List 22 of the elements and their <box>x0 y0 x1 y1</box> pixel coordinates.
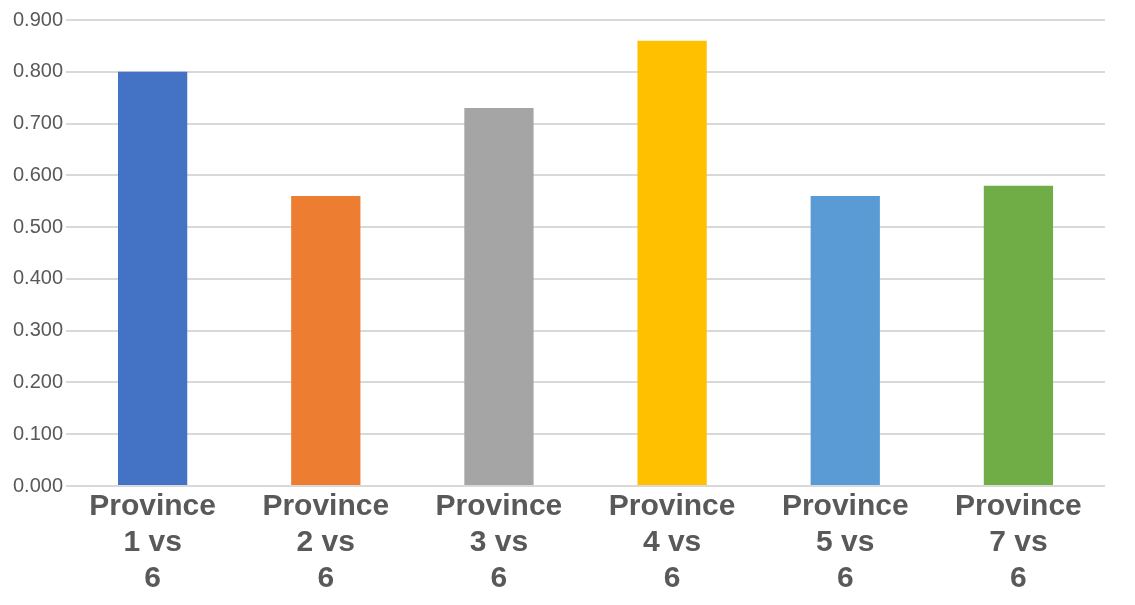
bar <box>464 108 534 485</box>
x-tick-label: Province 1 vs 6 <box>89 488 216 594</box>
bar <box>118 71 188 485</box>
bar <box>810 196 880 485</box>
x-tick-label: Province 4 vs 6 <box>608 488 736 594</box>
x-tick-label: Province 3 vs 6 <box>435 488 563 594</box>
bar <box>291 196 361 485</box>
bar <box>983 185 1054 485</box>
y-tick-label: 0.500 <box>12 214 64 237</box>
y-tick-label: 0.200 <box>12 369 64 392</box>
x-tick-label: Province 7 vs 6 <box>955 488 1082 594</box>
y-tick-label: 0.100 <box>12 421 64 444</box>
x-tick-label: Province 2 vs 6 <box>262 488 390 594</box>
y-tick-label: 0.000 <box>12 473 64 496</box>
y-tick-label: 0.700 <box>12 111 64 134</box>
y-tick-label: 0.400 <box>12 266 64 289</box>
y-tick-label: 0.900 <box>12 7 64 30</box>
y-tick-label: 0.300 <box>12 318 64 341</box>
y-tick-label: 0.800 <box>12 59 64 82</box>
x-tick-label: Province 5 vs 6 <box>781 488 909 594</box>
bar <box>637 40 707 485</box>
y-tick-label: 0.600 <box>12 162 64 185</box>
